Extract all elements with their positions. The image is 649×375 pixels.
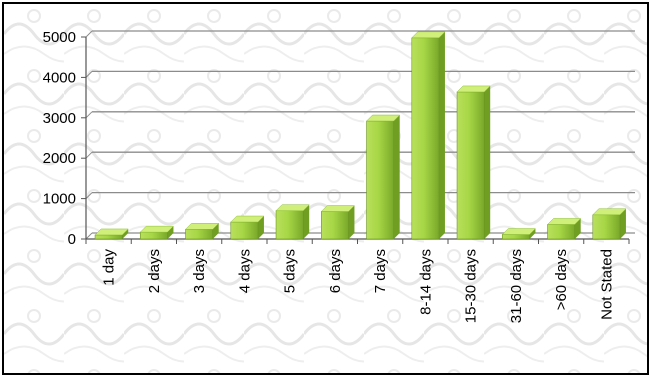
bar-side (529, 228, 536, 239)
x-tick-label: 8-14 days (417, 249, 434, 315)
bar (184, 223, 220, 240)
bar-front (456, 91, 485, 240)
bar-top (275, 204, 310, 211)
bar-chart: 0 1000 2000 3000 4000 5000 1 day 2 days 3 days 4… (4, 4, 647, 373)
x-tick-label: 2 days (146, 249, 163, 293)
bar-front (411, 37, 440, 240)
bar-top (184, 223, 220, 230)
bar (320, 205, 356, 240)
y-tick-label: 0 (68, 231, 76, 248)
bar (94, 228, 129, 240)
bar-top (320, 205, 356, 212)
y-tick-label: 3000 (43, 110, 76, 127)
bar-front (547, 224, 575, 240)
bar-front (230, 221, 259, 240)
y-tick-label: 2000 (43, 150, 76, 167)
gridline-depth (85, 71, 93, 78)
bar-side (212, 223, 219, 239)
bar (365, 114, 401, 240)
bar-top (365, 114, 401, 122)
bar-top (411, 31, 446, 39)
bar-top (94, 228, 129, 236)
x-tick-label: >60 days (553, 249, 570, 310)
x-tick-label: 31-60 days (508, 249, 525, 323)
bar-front (366, 120, 394, 240)
x-tick-label: 1 day (101, 249, 118, 286)
bar-front (140, 231, 168, 240)
x-tick-label: 3 days (191, 249, 208, 293)
bar (411, 31, 446, 240)
bar (592, 208, 627, 240)
bar-side (348, 205, 355, 239)
x-tick-label: Not Stated (598, 249, 615, 320)
bar-front (275, 210, 304, 240)
x-tick-labels: 1 day 2 days 3 days 4 days 5 days 6 days 7 day… (85, 239, 630, 323)
y-tick-label: 4000 (43, 69, 76, 86)
bar-top (456, 85, 491, 93)
background-pattern (4, 4, 647, 373)
y-tick-labels: 0 1000 2000 3000 4000 5000 (43, 29, 76, 248)
bar-front (501, 234, 530, 240)
bar-side (303, 204, 310, 239)
bar-front (94, 234, 123, 240)
gridline-depth (85, 192, 93, 199)
x-tick-label: 15-30 days (463, 249, 480, 323)
bar-front (185, 229, 214, 240)
gridline-depth (85, 232, 93, 240)
bar-top (230, 215, 265, 223)
x-tick-label: 4 days (236, 249, 253, 293)
bar-side (574, 218, 581, 239)
bar (456, 85, 491, 240)
bar-top (501, 228, 537, 235)
x-tick-label: 7 days (372, 249, 389, 293)
bar (230, 215, 265, 240)
y-tick-label: 5000 (43, 29, 76, 46)
gridline-depth (85, 30, 93, 38)
bar (275, 204, 310, 240)
bar-side (122, 228, 129, 239)
grid-layer (81, 30, 635, 240)
bar-front (320, 211, 349, 240)
bar-side (257, 216, 264, 239)
gridline-depth (85, 111, 93, 119)
bar-side (438, 31, 445, 240)
bar-front (592, 214, 621, 240)
bar (139, 225, 175, 240)
bars (94, 31, 627, 240)
bar-top (592, 208, 627, 216)
bar-side (484, 85, 491, 239)
bar-top (546, 218, 582, 225)
y-tick-label: 1000 (43, 191, 76, 208)
bar-side (619, 208, 626, 239)
bar (546, 218, 582, 240)
x-tick-label: 5 days (282, 249, 299, 293)
x-tick-label: 6 days (327, 249, 344, 293)
bar-side (167, 226, 174, 239)
bar-top (139, 225, 175, 233)
gridline-depth (85, 151, 93, 159)
bar-side (393, 115, 400, 239)
bar (501, 228, 537, 240)
